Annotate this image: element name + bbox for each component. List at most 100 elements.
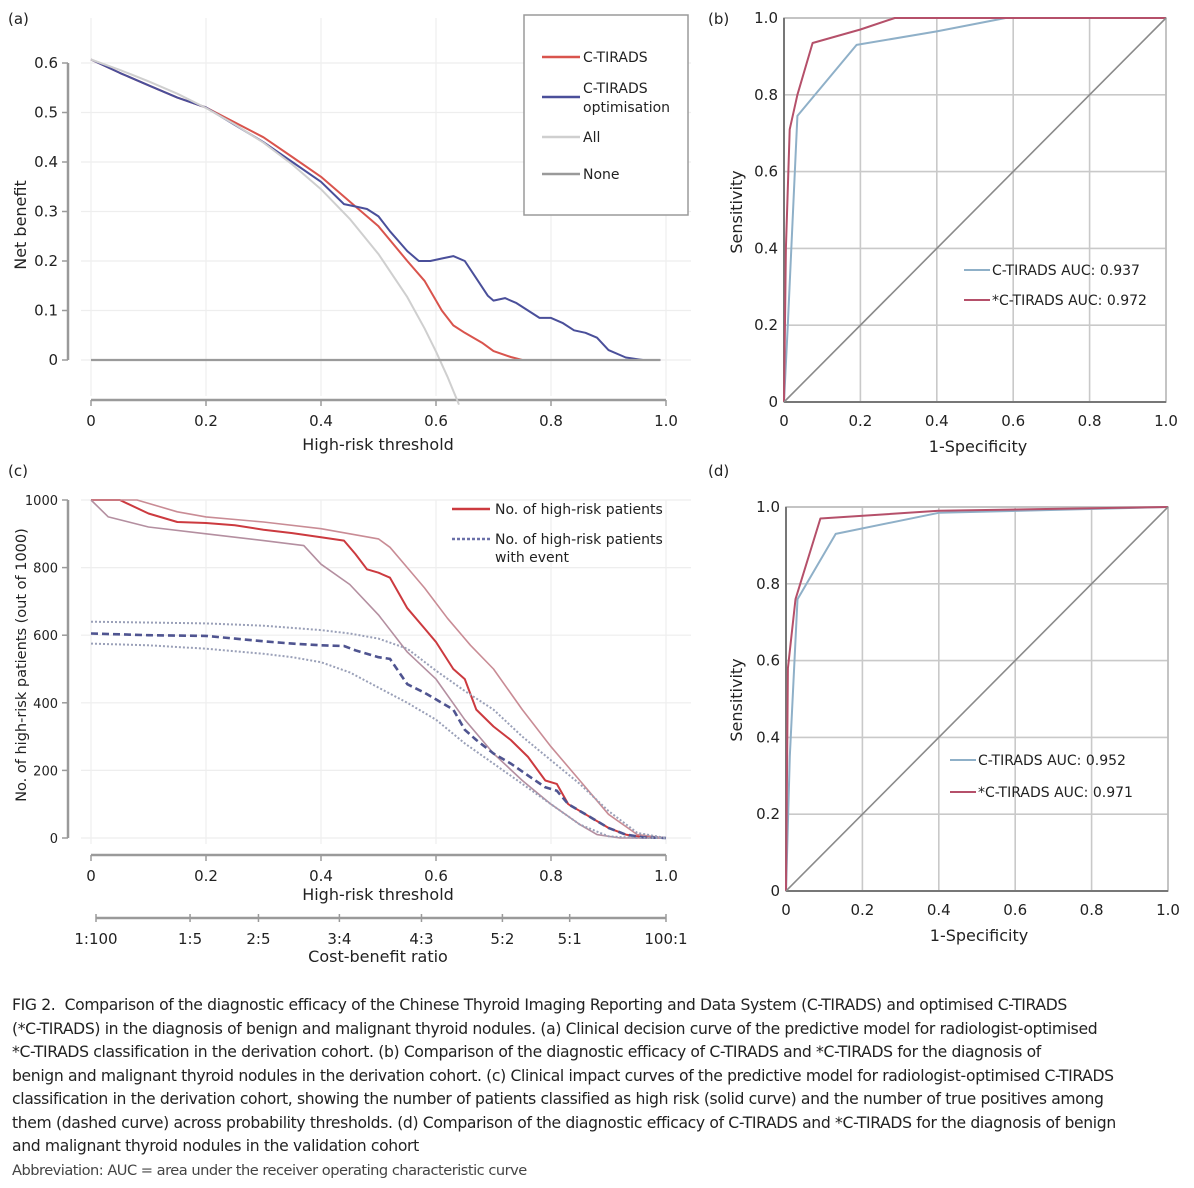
x-tick-label: 0.8	[539, 867, 563, 885]
y-tick-label: 0	[48, 351, 58, 369]
series-line-with-event-lower-ci	[90, 642, 666, 839]
panel-label-a: (a)	[8, 10, 29, 28]
y-tick-label: 0.2	[34, 252, 58, 270]
y-tick-label: 200	[33, 764, 58, 779]
x-tick-label: 0.2	[850, 901, 874, 919]
y-tick-label: 0	[770, 882, 780, 900]
y-tick-label: 600	[33, 629, 58, 644]
panel-b-roc-chart: (b) 0 0.2 0.4 0.6 0.8 1.0 0 0.2 0.4 0.6 0.8 1.0 C-T…	[708, 9, 1178, 456]
x2-tick-label: 4:3	[409, 930, 433, 948]
panel-label-c: (c)	[8, 462, 28, 480]
x-tick-label: 0	[86, 867, 96, 885]
x-tick-label: 0.6	[424, 867, 448, 885]
panel-label-b: (b)	[708, 10, 729, 28]
caption-line: and malignant thyroid nodules in the val…	[12, 1137, 419, 1155]
x-tick-label: 0.2	[848, 412, 872, 430]
y-tick-label: 1.0	[756, 498, 780, 516]
panel-label-d: (d)	[708, 462, 729, 480]
x-axis-label: High-risk threshold	[302, 435, 454, 454]
caption-line: benign and malignant thyroid nodules in …	[12, 1066, 1114, 1085]
legend-label: None	[583, 167, 620, 183]
x-tick-label: 0	[779, 412, 789, 430]
series-line-all	[90, 58, 460, 405]
y-tick-label: 0	[50, 832, 58, 847]
panel-a-net-benefit-chart: (a) 0 0.2 0.4 0.6 0.8 1.000.10.20.30.40.50.6 …	[8, 10, 691, 454]
x-tick-label: 0.8	[1078, 412, 1102, 430]
caption-line: *C-TIRADS classification in the derivati…	[12, 1043, 1041, 1061]
x-tick-label: 0.4	[927, 901, 951, 919]
y-tick-label: 0.8	[754, 86, 778, 104]
x2-tick-label: 1:100	[74, 930, 117, 948]
y-tick-label: 0.2	[754, 316, 778, 334]
y-axis-label: No. of high-risk patients (out of 1000)	[14, 528, 30, 802]
legend-label: No. of high-risk patients	[495, 502, 663, 518]
y-tick-label: 0.4	[754, 239, 778, 257]
x-tick-label: 0.4	[309, 412, 333, 430]
x2-axis-label: Cost-benefit ratio	[308, 947, 448, 966]
panel-d-roc-chart: (d) 0 0.2 0.4 0.6 0.8 1.0 0 0.2 0.4 0.6 0.8 1.0 C-T…	[708, 462, 1180, 945]
y-tick-label: 0.1	[34, 302, 58, 320]
panel-c-clinical-impact-chart: (c) 0 0.2 0.4 0.6 0.8 1.0 0 200 400 600 800 1000 1:1…	[8, 462, 691, 966]
y-tick-label: 0.8	[756, 575, 780, 593]
figure-canvas: (a) 0 0.2 0.4 0.6 0.8 1.000.10.20.30.40.50.6 …	[8, 9, 1180, 966]
legend-label: C-TIRADS AUC: 0.952	[978, 753, 1126, 769]
y-tick-label: 0.5	[34, 104, 58, 122]
series-line-no-of-high-risk-patients-upper-ci	[91, 499, 667, 839]
legend-label: C-TIRADS AUC: 0.937	[992, 263, 1140, 279]
x-tick-label: 0	[86, 412, 96, 430]
y-tick-label: 1000	[25, 494, 58, 509]
x-tick-label: 1.0	[1154, 412, 1178, 430]
caption-line: classification in the derivation cohort,…	[12, 1090, 1104, 1108]
series-line-c-tirads-auc-0-972	[783, 17, 1166, 403]
legend-label: No. of high-risk patients	[495, 532, 663, 548]
legend-box	[523, 14, 689, 216]
caption-abbreviation: Abbreviation: AUC = area under the recei…	[12, 1161, 527, 1179]
y-tick-label: 0.2	[756, 805, 780, 823]
x-tick-label: 0	[781, 901, 791, 919]
legend-label: with event	[495, 550, 570, 566]
x-tick-label: 0.6	[1001, 412, 1025, 430]
y-axis-label: Net benefit	[11, 180, 30, 270]
x2-tick-label: 5:2	[490, 930, 514, 948]
y-tick-label: 0.6	[754, 163, 778, 181]
x-tick-label: 0.8	[1080, 901, 1104, 919]
legend-label: C-TIRADS	[583, 81, 648, 97]
series-line-no-of-high-risk-patients-lower-ci	[90, 499, 666, 839]
x-axis-label: 1-Specificity	[930, 926, 1028, 945]
x-axis-label: 1-Specificity	[929, 437, 1027, 456]
y-tick-label: 0.3	[34, 203, 58, 221]
legend-label: *C-TIRADS AUC: 0.972	[992, 293, 1147, 309]
series-line-c-tirads-auc-0-971	[785, 506, 1169, 892]
legend-label: All	[583, 130, 600, 146]
x-tick-label: 1.0	[654, 867, 678, 885]
y-tick-label: 400	[33, 697, 58, 712]
series-line-no-of-high-risk-patients	[91, 499, 667, 839]
legend-label: *C-TIRADS AUC: 0.971	[978, 785, 1133, 801]
y-axis-label: Sensitivity	[727, 658, 746, 741]
x2-tick-label: 5:1	[558, 930, 582, 948]
y-tick-label: 0.6	[756, 652, 780, 670]
y-tick-label: 1.0	[754, 9, 778, 27]
y-tick-label: 0	[768, 393, 778, 411]
x-tick-label: 0.2	[194, 867, 218, 885]
x-tick-label: 1.0	[1156, 901, 1180, 919]
y-tick-label: 0.4	[756, 728, 780, 746]
x-tick-label: 0.4	[925, 412, 949, 430]
x2-tick-label: 1:5	[178, 930, 202, 948]
series-line-c-tirads-auc-0-952	[785, 506, 1169, 892]
caption-line: them (dashed curve) across probability t…	[12, 1113, 1116, 1132]
x-tick-label: 0.6	[1003, 901, 1027, 919]
y-tick-label: 0.4	[34, 153, 58, 171]
legend-label: optimisation	[583, 100, 670, 116]
x-tick-label: 0.6	[424, 412, 448, 430]
series-line-reference	[785, 506, 1169, 892]
caption-line: (*C-TIRADS) in the diagnosis of benign a…	[12, 1019, 1098, 1038]
x2-tick-label: 100:1	[644, 930, 687, 948]
x-tick-label: 1.0	[654, 412, 678, 430]
x2-tick-label: 2:5	[246, 930, 270, 948]
figure-caption: FIG 2. Comparison of the diagnostic effi…	[12, 994, 1187, 1182]
y-tick-label: 800	[33, 562, 58, 577]
y-tick-label: 0.6	[34, 54, 58, 72]
series-line-no-of-high-risk-patients-with-event	[90, 632, 667, 840]
y-axis-label: Sensitivity	[727, 170, 746, 253]
